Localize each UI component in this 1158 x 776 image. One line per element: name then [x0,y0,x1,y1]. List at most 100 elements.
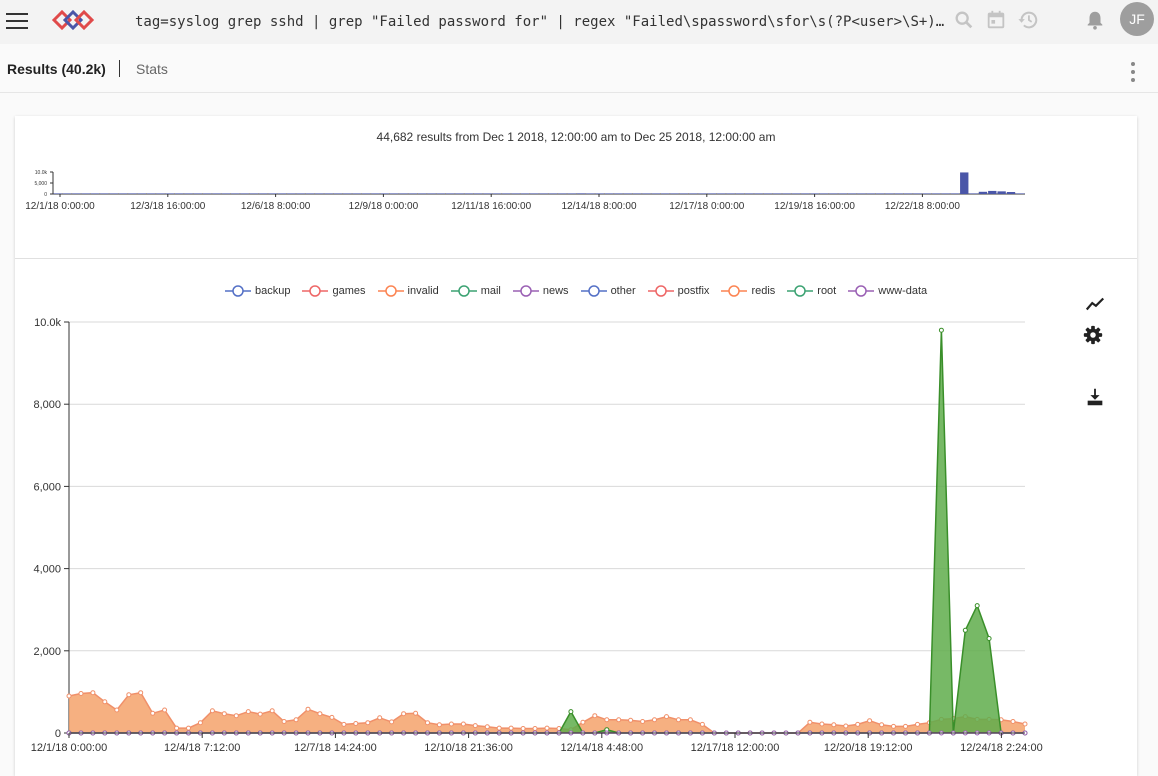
avatar[interactable]: JF [1120,2,1154,36]
x-tick-label: 12/10/18 21:36:00 [424,742,513,754]
search-icon[interactable] [953,9,975,31]
overview-bar [492,193,502,194]
overview-bar [520,193,530,194]
legend-label: news [542,285,569,297]
point-invalid [915,721,920,727]
overview-bar [548,193,558,194]
point-invalid [819,721,825,727]
legend-item-postfix[interactable]: postfix [647,283,709,299]
point-invalid [544,725,550,731]
overview-bar [175,193,184,194]
overview-bar [875,193,885,194]
point-invalid [174,725,180,731]
legend-item-news[interactable]: news [512,283,569,299]
overview-bar [502,193,511,194]
overview-histogram[interactable]: 10.0k 5,000 0 12/1/18 0:00:00 12/3/18 16:00:… [20,168,1040,218]
overview-bar [922,193,932,194]
overview-bar [726,193,735,194]
overview-x-tick-label: 12/11/18 16:00:00 [451,201,531,212]
x-tick-label: 12/20/18 19:12:00 [824,742,913,754]
overview-bar [661,193,670,194]
overview-bar [212,193,221,194]
overview-bar [614,193,623,194]
point-invalid [126,692,132,698]
overview-bar [819,193,829,194]
legend-label: mail [480,285,501,297]
x-tick-label: 12/24/18 2:24:00 [960,742,1043,754]
y-tick-label: 2,000 [33,646,61,658]
download-icon[interactable] [1084,386,1106,408]
overview-bar [324,193,333,194]
overview-bar [969,193,978,194]
overview-bar [576,193,586,194]
y-tick-label: 4,000 [33,564,61,576]
more-options-icon[interactable] [1128,62,1138,84]
overview-bar [595,193,604,194]
main-chart[interactable]: 0 2,000 4,000 6,000 8,000 10.0k 12/1/18 0:00:0… [20,312,1060,763]
legend-marker [225,285,251,297]
chart-line-icon[interactable] [1084,293,1106,315]
legend-item-other[interactable]: other [580,283,636,299]
legend-item-mail[interactable]: mail [450,283,501,299]
point-invalid [532,726,538,731]
point-invalid [460,721,466,727]
tab-stats[interactable]: Stats [136,61,168,77]
overview-bar [90,193,100,194]
query-input[interactable]: tag=syslog grep sshd | grep "Failed pass… [135,14,945,30]
x-tick-label: 12/1/18 0:00:00 [31,742,107,754]
point-invalid [257,711,263,717]
legend-item-www-data[interactable]: www-data [848,283,927,299]
bell-icon[interactable] [1084,9,1106,31]
point-invalid [197,720,203,726]
legend-item-games[interactable]: games [302,283,366,299]
top-bar: tag=syslog grep sshd | grep "Failed pass… [0,0,1158,44]
x-tick-label: 12/14/18 4:48:00 [561,742,644,754]
history-icon[interactable] [1017,9,1039,31]
point-invalid [867,718,873,724]
tab-results[interactable]: Results (40.2k) [7,61,106,77]
gear-icon[interactable] [1082,324,1104,346]
overview-bar [371,193,380,194]
overview-bar [670,193,679,194]
overview-bar [642,193,651,194]
legend-item-backup[interactable]: backup [225,283,290,299]
overview-bar [623,193,632,194]
menu-icon[interactable] [6,11,28,31]
overview-bar [707,193,717,194]
legend-item-redis[interactable]: redis [721,283,775,299]
legend-item-invalid[interactable]: invalid [377,283,439,299]
point-invalid [879,722,885,728]
results-summary: 44,682 results from Dec 1 2018, 12:00:00… [376,130,776,144]
point-invalid [472,723,478,729]
point-invalid [831,722,837,728]
point-invalid [233,713,239,719]
legend-marker [580,285,607,297]
point-invalid [245,709,251,715]
legend-label: redis [751,285,776,297]
overview-bar [960,172,969,194]
overview-bar [100,193,109,194]
y-tick-label: 8,000 [33,399,61,411]
overview-bar [62,193,72,194]
x-tick-label: 12/4/18 7:12:00 [164,742,240,754]
legend-item-root[interactable]: root [787,283,836,299]
tab-bar: Results (40.2k) Stats [0,44,1158,93]
overview-bar [137,193,146,194]
legend-marker [302,285,329,297]
legend-label: www-data [878,285,928,297]
overview-bar [296,193,305,194]
overview-bar [464,193,474,194]
overview-bar [221,193,231,194]
overview-bar [427,193,436,194]
calendar-icon[interactable] [985,9,1007,31]
overview-bar [904,193,913,194]
legend-label: invalid [407,285,439,297]
point-invalid [699,721,705,727]
logo-icon[interactable] [52,6,94,34]
overview-bar [249,193,259,194]
point-invalid [377,715,383,721]
point-root [974,603,980,609]
overview-bar [72,193,81,194]
overview-bar [782,193,791,194]
point-invalid [162,707,168,713]
